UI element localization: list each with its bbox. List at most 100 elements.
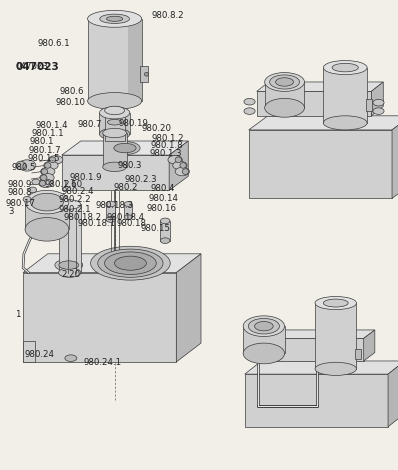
Text: 047023: 047023: [15, 62, 59, 72]
Text: 980.24: 980.24: [25, 350, 55, 359]
Text: 980.1.7: 980.1.7: [29, 146, 61, 155]
Ellipse shape: [65, 355, 77, 361]
Ellipse shape: [31, 193, 63, 211]
Ellipse shape: [323, 116, 367, 130]
Ellipse shape: [243, 316, 285, 337]
Ellipse shape: [91, 246, 170, 280]
Polygon shape: [257, 82, 383, 91]
Text: 980.1.9: 980.1.9: [70, 172, 102, 182]
Bar: [265, 82, 304, 108]
Ellipse shape: [103, 162, 127, 172]
Bar: [103, 133, 127, 167]
Ellipse shape: [88, 10, 142, 27]
Text: 980.1.1: 980.1.1: [31, 129, 64, 138]
Ellipse shape: [25, 218, 69, 241]
Ellipse shape: [315, 297, 357, 310]
Polygon shape: [392, 116, 398, 198]
Polygon shape: [62, 141, 188, 155]
Polygon shape: [245, 374, 388, 427]
Text: 980.1.6: 980.1.6: [45, 180, 77, 189]
Polygon shape: [245, 361, 398, 374]
Ellipse shape: [114, 143, 136, 153]
Ellipse shape: [315, 362, 357, 376]
Ellipse shape: [144, 72, 148, 76]
Ellipse shape: [32, 179, 40, 185]
Bar: [355, 349, 361, 360]
Ellipse shape: [103, 128, 127, 138]
Polygon shape: [249, 116, 398, 130]
Ellipse shape: [175, 157, 181, 163]
Ellipse shape: [160, 218, 170, 224]
Text: 980.2.4: 980.2.4: [61, 187, 94, 196]
Ellipse shape: [323, 299, 348, 307]
Ellipse shape: [244, 108, 255, 114]
Ellipse shape: [373, 99, 384, 106]
Ellipse shape: [49, 156, 63, 164]
Ellipse shape: [49, 157, 56, 163]
Polygon shape: [371, 82, 383, 116]
Bar: [160, 221, 170, 241]
Polygon shape: [252, 338, 364, 361]
Text: 3: 3: [8, 207, 14, 217]
Polygon shape: [23, 254, 201, 273]
Ellipse shape: [16, 161, 25, 170]
Ellipse shape: [100, 128, 130, 140]
Bar: [106, 204, 115, 219]
Bar: [88, 19, 142, 101]
Text: 980.2: 980.2: [113, 183, 138, 192]
Text: 2.20: 2.20: [62, 270, 81, 279]
Ellipse shape: [323, 61, 367, 75]
Text: 980.3: 980.3: [118, 161, 142, 171]
Ellipse shape: [100, 107, 130, 119]
Ellipse shape: [124, 215, 132, 219]
Ellipse shape: [25, 190, 69, 214]
Polygon shape: [388, 361, 398, 427]
Text: 980.1.8: 980.1.8: [150, 141, 183, 150]
Ellipse shape: [40, 173, 54, 182]
Polygon shape: [23, 273, 176, 362]
Text: 980.18.4: 980.18.4: [107, 212, 145, 222]
Ellipse shape: [270, 75, 300, 89]
Text: 980.18.1: 980.18.1: [77, 219, 115, 228]
Ellipse shape: [124, 202, 132, 206]
Ellipse shape: [275, 78, 293, 86]
Ellipse shape: [41, 169, 48, 174]
Bar: [23, 341, 35, 362]
Ellipse shape: [39, 180, 46, 186]
Bar: [59, 204, 81, 273]
Text: 980.1.5: 980.1.5: [27, 154, 60, 164]
Polygon shape: [252, 330, 375, 338]
Polygon shape: [249, 130, 392, 198]
Text: 980.14: 980.14: [149, 194, 179, 203]
Ellipse shape: [265, 98, 304, 117]
Bar: [365, 99, 372, 111]
Bar: [100, 113, 130, 134]
Polygon shape: [169, 141, 188, 190]
Ellipse shape: [44, 161, 58, 170]
Ellipse shape: [168, 156, 182, 164]
Text: 980.6: 980.6: [60, 86, 84, 96]
Text: 980.5: 980.5: [12, 163, 37, 172]
Ellipse shape: [173, 161, 187, 170]
Ellipse shape: [255, 321, 273, 331]
Text: 1: 1: [15, 310, 21, 320]
Text: 047023: 047023: [15, 62, 48, 71]
Text: 980.2.3: 980.2.3: [124, 175, 157, 184]
Ellipse shape: [107, 119, 122, 125]
Bar: [105, 110, 125, 141]
Text: 980.8.2: 980.8.2: [151, 11, 184, 20]
Ellipse shape: [59, 261, 79, 269]
Ellipse shape: [105, 106, 125, 115]
Text: 980.1: 980.1: [30, 137, 55, 147]
Ellipse shape: [105, 137, 125, 145]
Ellipse shape: [59, 268, 81, 277]
Ellipse shape: [106, 201, 115, 207]
Ellipse shape: [106, 217, 115, 222]
Ellipse shape: [182, 169, 189, 174]
Ellipse shape: [248, 318, 279, 334]
Text: 980.19: 980.19: [119, 118, 148, 128]
Ellipse shape: [332, 63, 358, 72]
Ellipse shape: [243, 343, 285, 364]
Bar: [315, 303, 357, 369]
Ellipse shape: [41, 175, 47, 180]
